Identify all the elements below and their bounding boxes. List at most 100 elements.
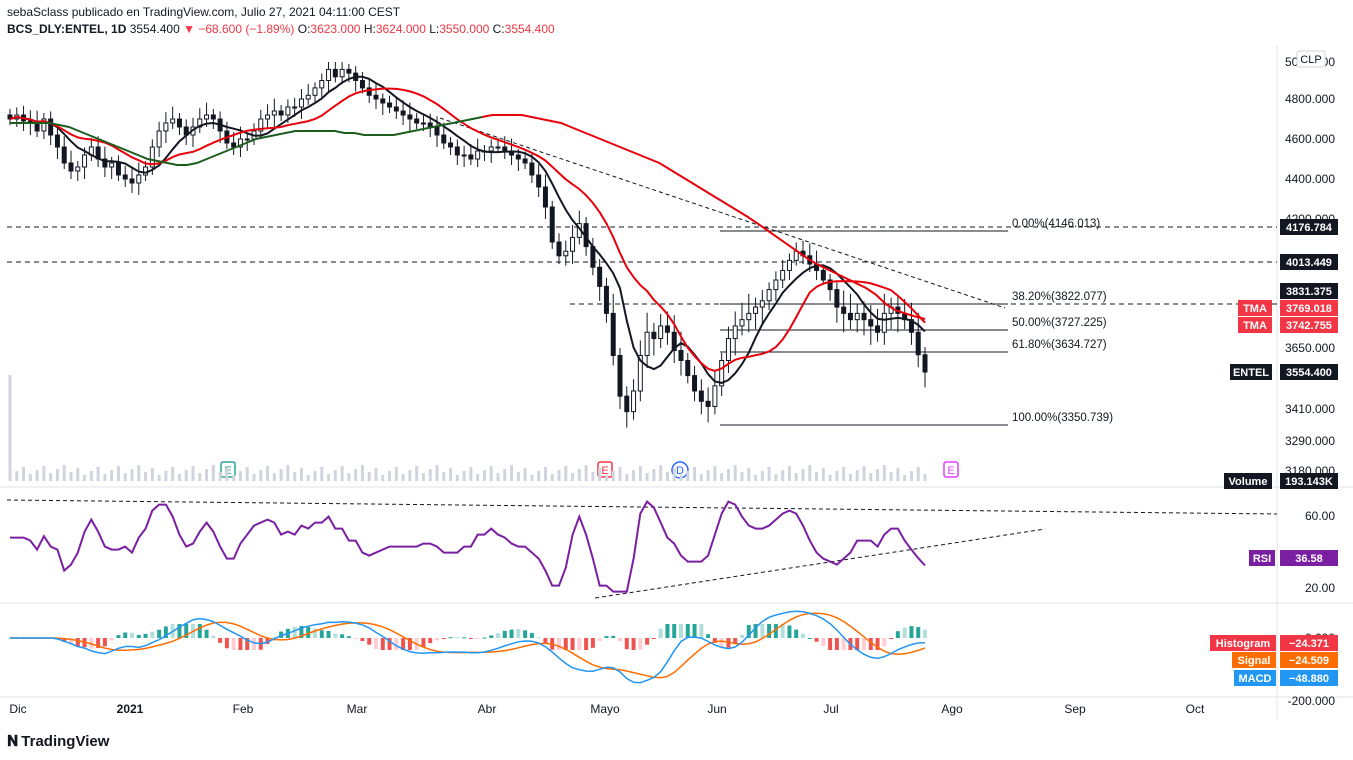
volume-bar <box>157 475 161 481</box>
macd-histogram-bar <box>597 638 602 642</box>
tma-slow-line-up <box>10 116 483 166</box>
macd-histogram-bar <box>62 638 67 642</box>
volume-bar <box>632 470 636 481</box>
macd-histogram-bar <box>787 625 792 638</box>
volume-bar <box>205 469 209 481</box>
volume-bar <box>123 473 127 481</box>
candle-body <box>109 162 115 168</box>
volume-bar <box>327 474 331 481</box>
volume-bar <box>787 466 791 481</box>
macd-histogram-bar <box>143 633 148 638</box>
macd-histogram-bar <box>340 634 345 638</box>
time-axis-label: Sep <box>1064 702 1086 716</box>
price-label-value: 4176.784 <box>1286 222 1333 234</box>
volume-bar <box>604 475 608 481</box>
macd-value: −48.880 <box>1289 673 1329 685</box>
price-label-value: 3742.755 <box>1286 320 1332 332</box>
rsi-value-bg <box>1280 550 1338 566</box>
candle-body <box>570 236 576 252</box>
volume-bar <box>693 467 697 481</box>
candle-body <box>102 158 108 168</box>
volume-bar <box>747 468 751 481</box>
volume-bar <box>333 470 337 481</box>
macd-histogram-bar <box>753 624 758 638</box>
candle-body <box>685 360 691 377</box>
candle-body <box>122 174 128 180</box>
volume-bar <box>388 471 392 481</box>
candle-body <box>597 266 603 287</box>
macd-histogram-bar <box>882 638 887 647</box>
candle-body <box>170 118 176 124</box>
fib-level-label: 38.20%(3822.077) <box>1012 291 1107 303</box>
volume-bar <box>340 466 344 481</box>
candle-body <box>563 250 569 257</box>
macd-histogram-bar <box>509 629 514 638</box>
macd-histogram-bar <box>760 624 765 638</box>
candle-body <box>746 312 752 321</box>
volume-bar <box>889 472 893 481</box>
macd-histogram-bar <box>645 638 650 645</box>
macd-name: Signal <box>1237 655 1270 667</box>
volume-bar <box>550 474 554 481</box>
volume-bar <box>259 470 263 481</box>
candle-body <box>603 285 609 314</box>
volume-bar <box>367 472 371 481</box>
macd-histogram-bar <box>685 624 690 638</box>
candle-body <box>705 400 711 407</box>
candle-body <box>725 338 731 362</box>
price-tick-label: 4800.000 <box>1285 92 1335 106</box>
price-tick-label: 3410.000 <box>1285 402 1335 416</box>
macd-histogram-bar <box>658 628 663 638</box>
volume-bar <box>706 470 710 481</box>
rsi-trend-line <box>6 499 1278 515</box>
volume-bar <box>35 470 39 481</box>
candle-body <box>156 130 162 148</box>
open-value: 3623.000 <box>310 22 361 36</box>
volume-bar <box>679 475 683 481</box>
volume-bar <box>462 471 466 481</box>
candle-body <box>820 269 826 281</box>
macd-histogram-bar <box>502 630 507 638</box>
volume-bar <box>116 466 120 481</box>
volume-bar <box>103 474 107 481</box>
candle-body <box>881 312 887 333</box>
volume-bar <box>421 473 425 481</box>
candle-body <box>400 110 406 116</box>
macd-histogram-bar <box>740 634 744 638</box>
fib-level-label: 61.80%(3634.727) <box>1012 339 1107 351</box>
price-label-name-bg <box>1238 317 1272 333</box>
macd-histogram-bar <box>109 638 114 641</box>
volume-bar <box>252 474 256 481</box>
macd-histogram-bar <box>272 636 277 638</box>
macd-histogram-bar <box>157 629 162 638</box>
rsi-name: RSI <box>1253 553 1271 565</box>
candle-body <box>237 138 243 148</box>
candle-body <box>522 158 528 164</box>
macd-histogram-bar <box>692 624 697 638</box>
macd-histogram-bar <box>177 624 182 638</box>
volume-bar <box>489 466 493 481</box>
time-axis-label: Mar <box>347 702 368 716</box>
macd-histogram-bar <box>875 638 880 650</box>
tradingview-logo[interactable]: 𝐍 TradingView <box>7 733 109 750</box>
volume-bar <box>625 474 629 481</box>
price-label-bg <box>1280 254 1338 270</box>
volume-bar <box>672 468 676 481</box>
candle-body <box>278 110 284 116</box>
candle-body <box>373 94 379 100</box>
volume-bar <box>83 475 87 481</box>
rsi-value: 36.58 <box>1295 553 1323 565</box>
volume-bar <box>571 473 575 481</box>
macd-histogram-bar <box>604 636 609 638</box>
volume-bar <box>408 470 412 481</box>
macd-histogram-bar <box>746 625 751 638</box>
volume-bar <box>137 465 141 481</box>
volume-bar <box>144 472 148 481</box>
macd-histogram-bar <box>123 632 128 638</box>
volume-bar <box>76 468 80 481</box>
macd-histogram-bar <box>916 626 921 638</box>
macd-histogram-bar <box>252 638 256 650</box>
candle-body <box>549 206 555 243</box>
macd-name-bg <box>1232 652 1276 668</box>
